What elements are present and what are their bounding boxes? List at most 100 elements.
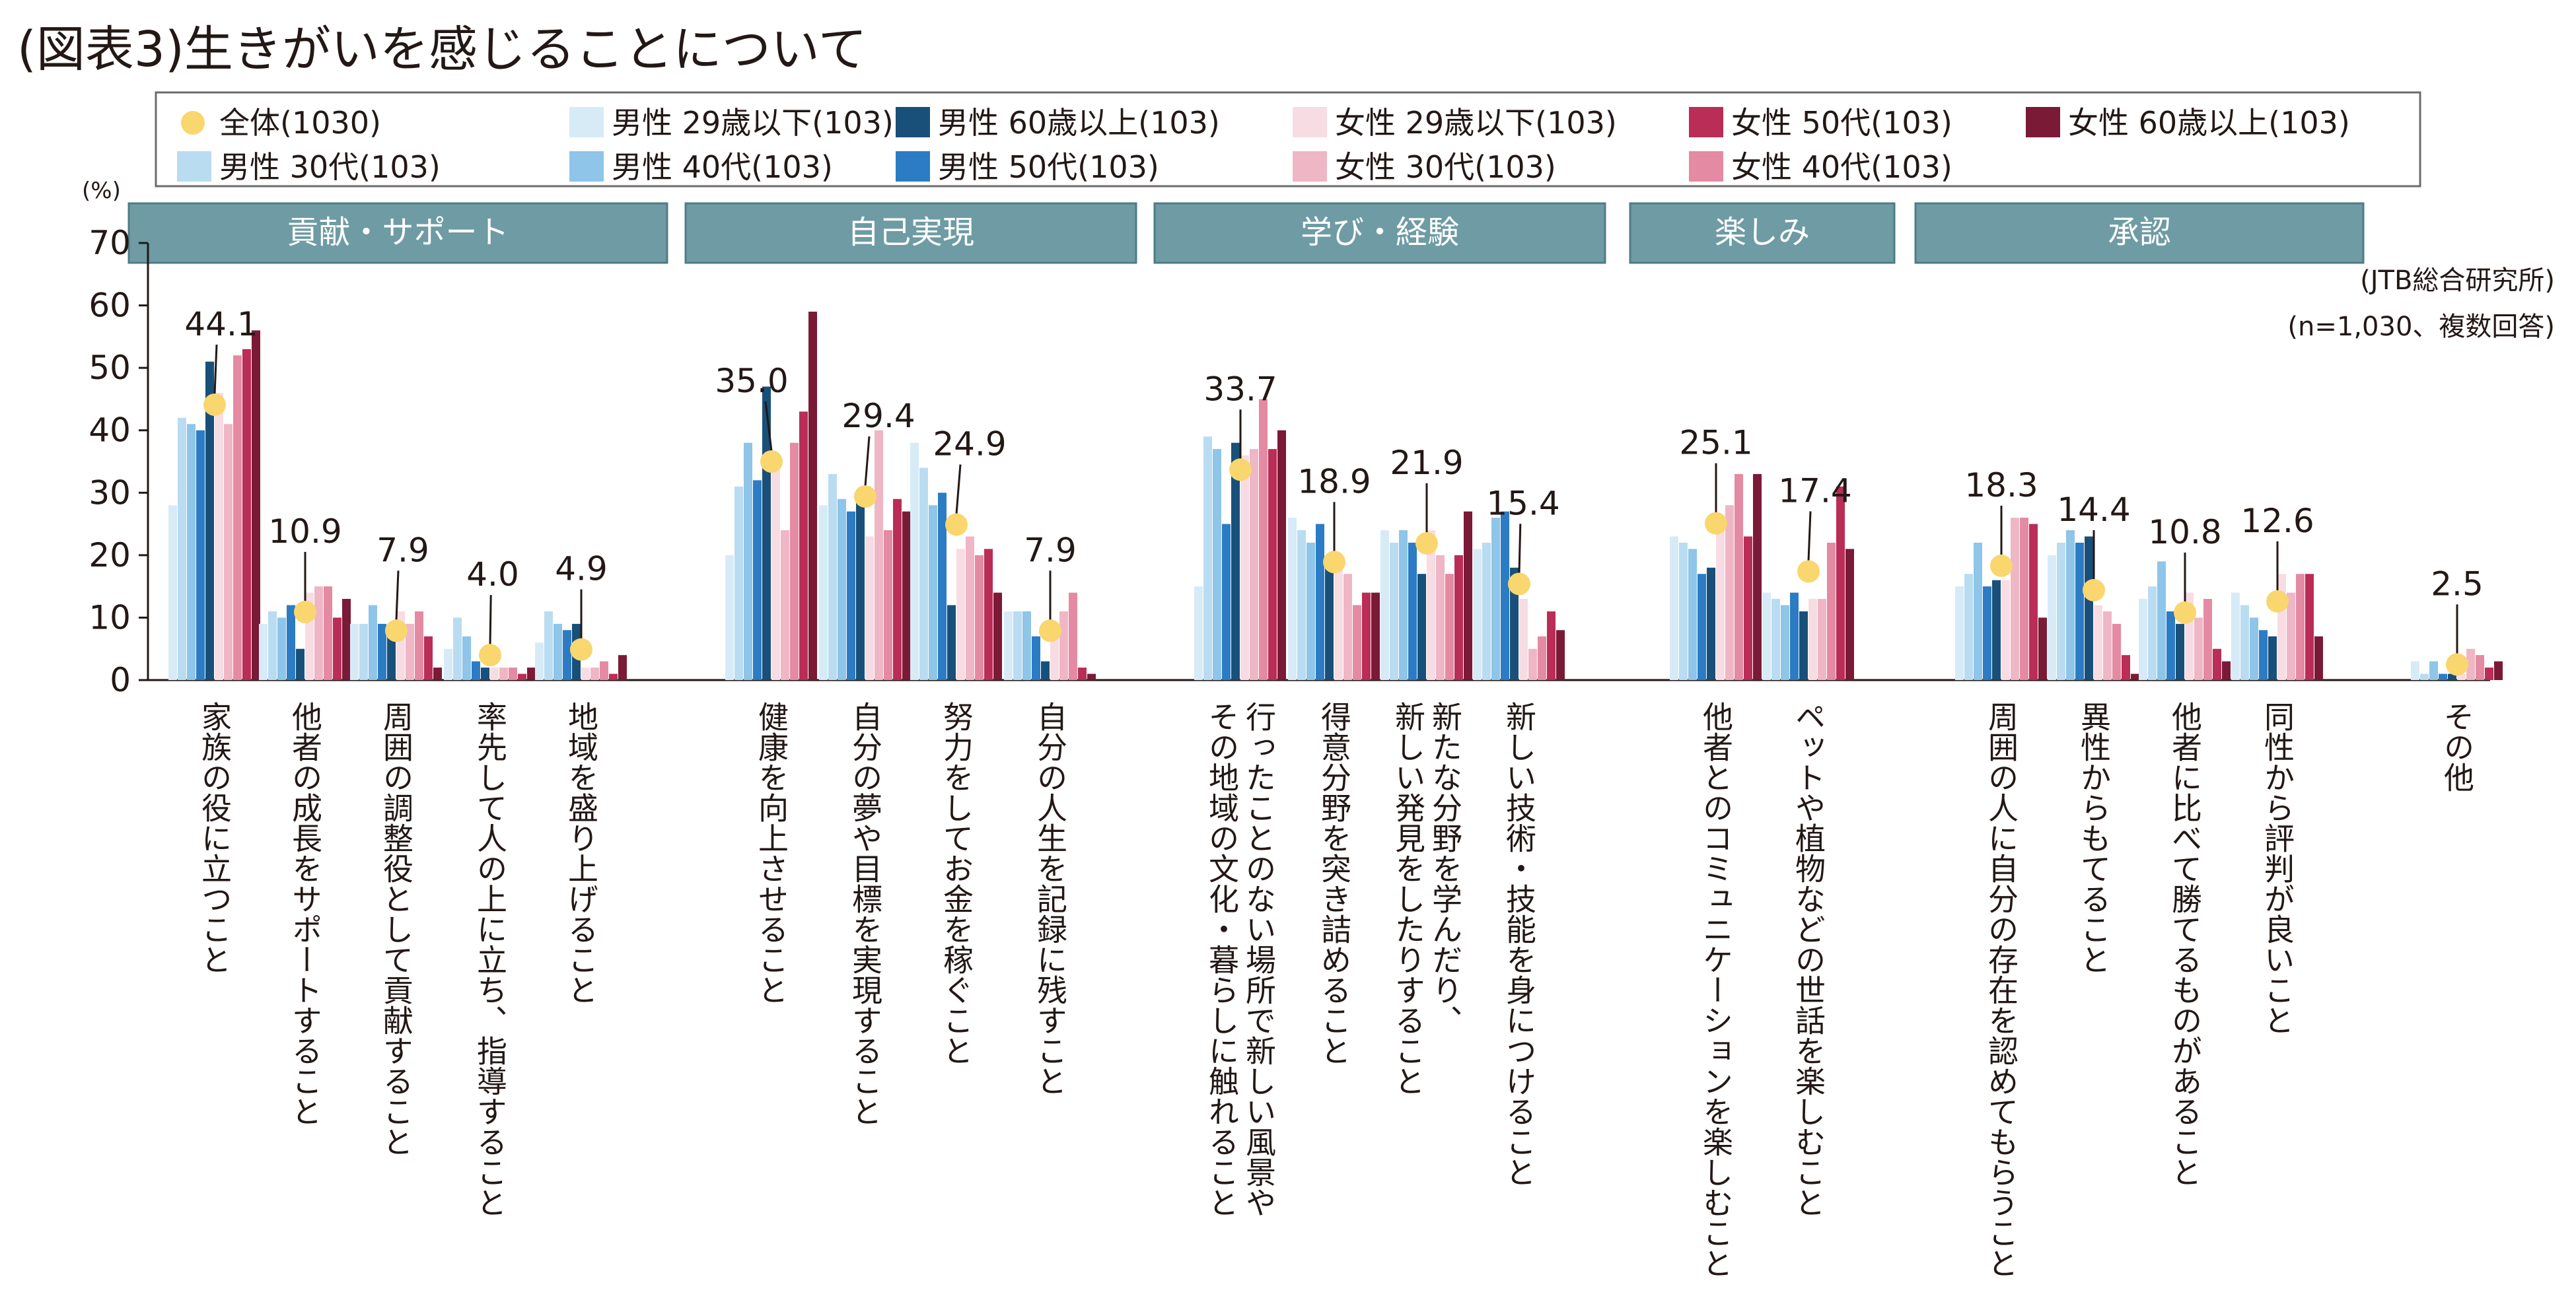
bar-c1-女性-30代-103 [224, 424, 233, 680]
bar-c15-男性-40代-103 [1781, 605, 1789, 680]
bar-c14-女性-60歳以上-103 [1753, 473, 1762, 680]
bar-c9-女性-40代-103 [1069, 592, 1077, 680]
bar-c14-男性-60歳以上-103 [1707, 567, 1715, 680]
bar-c4-女性-40代-103 [509, 668, 517, 680]
bar-c8-女性-50代-103 [984, 549, 993, 680]
group-box-自己実現 [684, 202, 1137, 264]
bar-c18-女性-50代-103 [2213, 648, 2221, 680]
bar-c8-女性-60歳以上-103 [993, 592, 1002, 680]
bar-c13-女性-50代-103 [1547, 611, 1556, 680]
bar-c14-女性-50代-103 [1744, 536, 1752, 680]
bar-c16-男性-50代-103 [1983, 586, 1991, 680]
bar-c14-男性-29歳以下-103 [1670, 536, 1678, 680]
bar-c4-女性-50代-103 [518, 673, 526, 680]
bar-c17-女性-30代-103 [2103, 611, 2112, 680]
bar-c19-女性-29歳以下-103 [2277, 574, 2286, 680]
bar-c8-男性-60歳以上-103 [947, 605, 956, 680]
bar-c1-女性-50代-103 [242, 349, 251, 680]
group-box-貢献-サポート [127, 202, 668, 264]
bar-c12-男性-29歳以下-103 [1380, 530, 1389, 680]
total-value-label-c20: 2.5 [2431, 565, 2484, 603]
bar-c12-男性-60歳以上-103 [1417, 574, 1426, 680]
bar-c13-男性-40代-103 [1491, 518, 1500, 680]
bar-c2-男性-50代-103 [287, 605, 295, 680]
bar-c9-男性-50代-103 [1032, 636, 1040, 680]
total-marker-c19 [2266, 590, 2289, 613]
total-marker-c4 [479, 644, 501, 667]
bar-c9-男性-60歳以上-103 [1041, 661, 1050, 680]
bar-c12-女性-30代-103 [1436, 555, 1445, 680]
total-value-label-c17: 14.4 [2057, 491, 2130, 529]
category-label-c10-line1: 行ったことのない場所で新しい風景や [1241, 701, 1277, 1218]
bar-c17-女性-60歳以上-103 [2131, 673, 2139, 680]
bar-c7-男性-29歳以下-103 [819, 505, 828, 680]
total-marker-c17 [2083, 578, 2105, 601]
legend-swatch-女性-60歳以上-103 [2026, 107, 2060, 137]
bar-c4-男性-40代-103 [462, 636, 471, 680]
bar-c19-女性-60歳以上-103 [2314, 636, 2323, 680]
category-label-c16: 周囲の人に自分の存在を認めてもらうこと [1984, 701, 2019, 1278]
total-value-label-c3: 7.9 [376, 531, 429, 569]
bar-c14-男性-50代-103 [1698, 574, 1706, 680]
bar-c16-女性-40代-103 [2020, 518, 2028, 680]
group-label-貢献-サポート: 貢献・サポート [287, 214, 509, 251]
bar-c17-女性-50代-103 [2122, 655, 2130, 680]
total-value-label-c1: 44.1 [184, 305, 258, 343]
bar-c2-男性-40代-103 [277, 617, 286, 680]
bar-c2-男性-29歳以下-103 [259, 623, 268, 680]
y-tick-label-20: 20 [89, 536, 131, 574]
bar-c6-男性-30代-103 [734, 486, 743, 680]
bar-c6-男性-29歳以下-103 [725, 555, 734, 680]
legend-label-男性-40代-103: 男性 40代(103) [612, 149, 833, 185]
legend-swatch-男性-50代-103 [896, 151, 930, 182]
category-label-c11: 得意分野を突き詰めること [1316, 701, 1352, 1066]
bar-c8-女性-30代-103 [966, 536, 974, 680]
bar-c19-男性-50代-103 [2259, 630, 2268, 680]
category-label-c3: 周囲の調整役として貢献すること [378, 701, 414, 1157]
bar-c17-男性-60歳以上-103 [2085, 536, 2093, 680]
bar-c13-男性-29歳以下-103 [1473, 549, 1482, 680]
bar-c10-男性-60歳以上-103 [1231, 442, 1240, 680]
total-value-label-c2: 10.9 [268, 512, 341, 551]
total-leader-c4 [489, 595, 492, 645]
y-tick-label-60: 60 [89, 287, 131, 325]
group-label-学び-経験: 学び・経験 [1301, 214, 1459, 251]
bar-c16-男性-40代-103 [1974, 542, 1982, 680]
sample-note: (n=1,030、複数回答) [2287, 312, 2555, 342]
bar-c7-男性-50代-103 [847, 511, 855, 680]
legend-label-男性-30代-103: 男性 30代(103) [219, 149, 441, 185]
total-marker-c13 [1508, 572, 1530, 596]
bar-c18-男性-50代-103 [2166, 611, 2175, 680]
bar-c2-女性-60歳以上-103 [342, 599, 351, 680]
bar-c13-男性-30代-103 [1482, 542, 1491, 680]
bar-c2-女性-40代-103 [324, 586, 332, 680]
legend-label-女性-50代-103: 女性 50代(103) [1731, 105, 1952, 141]
category-label-c2: 他者の成長をサポートすること [287, 701, 323, 1126]
legend-label-女性-30代-103: 女性 30代(103) [1335, 149, 1556, 185]
legend-label-男性-29歳以下-103: 男性 29歳以下(103) [612, 105, 894, 141]
bar-c8-男性-30代-103 [919, 467, 928, 680]
bar-c13-女性-60歳以上-103 [1556, 630, 1565, 680]
bar-c5-女性-30代-103 [590, 668, 599, 680]
y-axis-unit: (%) [82, 178, 121, 204]
bar-c17-男性-40代-103 [2066, 530, 2075, 680]
bar-c11-男性-30代-103 [1297, 530, 1306, 680]
bar-c4-男性-60歳以上-103 [481, 668, 489, 680]
bar-c5-女性-29歳以下-103 [581, 668, 590, 680]
bar-c15-女性-40代-103 [1827, 542, 1836, 680]
total-marker-c20 [2446, 653, 2468, 676]
bar-c12-女性-60歳以上-103 [1464, 511, 1472, 680]
bar-c1-女性-29歳以下-103 [215, 392, 223, 680]
bar-c12-男性-50代-103 [1408, 542, 1417, 680]
bar-c20-男性-50代-103 [2439, 673, 2447, 680]
bar-c17-女性-40代-103 [2112, 623, 2121, 680]
legend-swatch-男性-30代-103 [177, 151, 211, 182]
total-marker-c18 [2174, 601, 2196, 624]
legend-label-男性-60歳以上-103: 男性 60歳以上(103) [938, 105, 1220, 141]
bar-c20-男性-29歳以下-103 [2411, 661, 2419, 680]
bar-c15-女性-60歳以上-103 [1845, 549, 1854, 680]
bar-c15-男性-60歳以上-103 [1799, 611, 1808, 680]
category-label-c7: 自分の夢や目標を実現すること [847, 701, 883, 1126]
chart-title: (図表3)生きがいを感じることについて [17, 21, 867, 78]
legend: 全体(1030) 男性 29歳以下(103) 男性 30代(103) 男性 40代(1… [155, 91, 2421, 188]
